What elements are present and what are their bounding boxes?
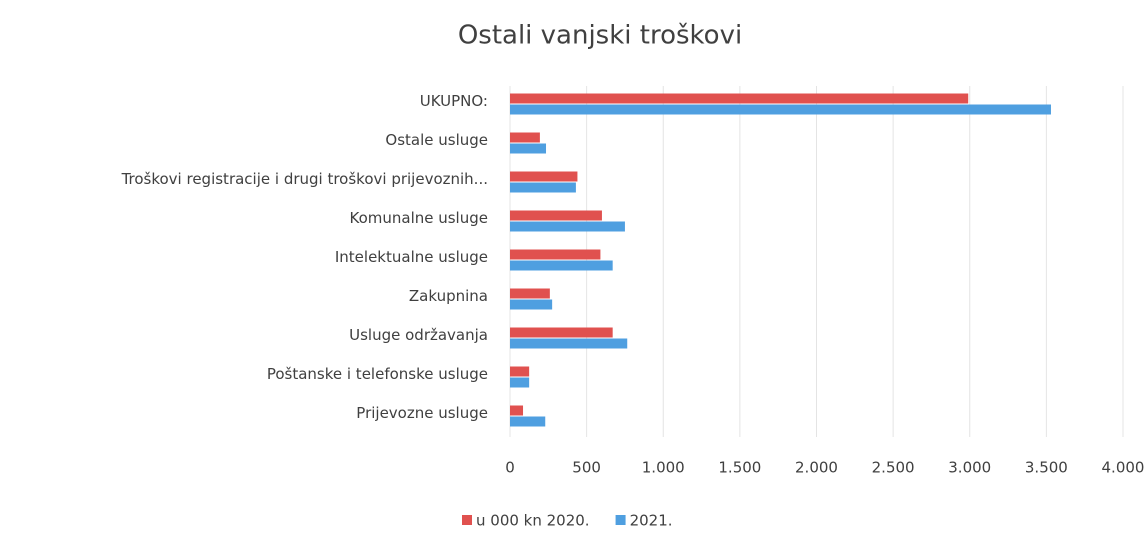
bar: [510, 182, 576, 193]
y-tick-label: UKUPNO:: [420, 92, 488, 110]
bar: [510, 377, 530, 388]
y-tick-label: Prijevozne usluge: [356, 404, 488, 422]
legend-label: 2021.: [630, 512, 673, 530]
chart-title: Ostali vanjski troškovi: [458, 21, 742, 51]
bar: [510, 104, 1051, 115]
bar: [510, 249, 601, 260]
y-tick-label: Troškovi registracije i drugi troškovi p…: [121, 170, 488, 188]
y-tick-label: Ostale usluge: [385, 131, 488, 149]
bar: [510, 221, 625, 232]
bar: [510, 338, 628, 349]
legend-label: u 000 kn 2020.: [476, 512, 590, 530]
y-tick-label: Zakupnina: [409, 287, 488, 305]
bar: [510, 132, 540, 143]
bar: [510, 366, 530, 377]
legend-swatch: [615, 515, 626, 525]
x-tick-label: 0: [505, 459, 515, 477]
bar: [510, 210, 602, 221]
x-tick-label: 3.000: [948, 459, 991, 477]
bar: [510, 299, 553, 310]
bar: [510, 143, 547, 154]
x-tick-label: 2.500: [872, 459, 915, 477]
bar: [510, 93, 969, 104]
y-tick-label: Poštanske i telefonske usluge: [267, 365, 488, 383]
bar: [510, 260, 613, 271]
x-tick-label: 1.500: [718, 459, 761, 477]
x-tick-label: 500: [572, 459, 601, 477]
bar: [510, 171, 578, 182]
legend-swatch: [462, 515, 472, 525]
x-tick-label: 1.000: [642, 459, 685, 477]
y-tick-label: Komunalne usluge: [349, 209, 488, 227]
x-tick-label: 3.500: [1025, 459, 1068, 477]
y-tick-label: Intelektualne usluge: [335, 248, 488, 266]
x-tick-label: 2.000: [795, 459, 838, 477]
y-tick-label: Usluge održavanja: [349, 326, 488, 344]
bar: [510, 288, 550, 299]
bar: [510, 405, 524, 416]
bar: [510, 327, 613, 338]
x-tick-label: 4.000: [1102, 459, 1145, 477]
bar: [510, 416, 546, 427]
